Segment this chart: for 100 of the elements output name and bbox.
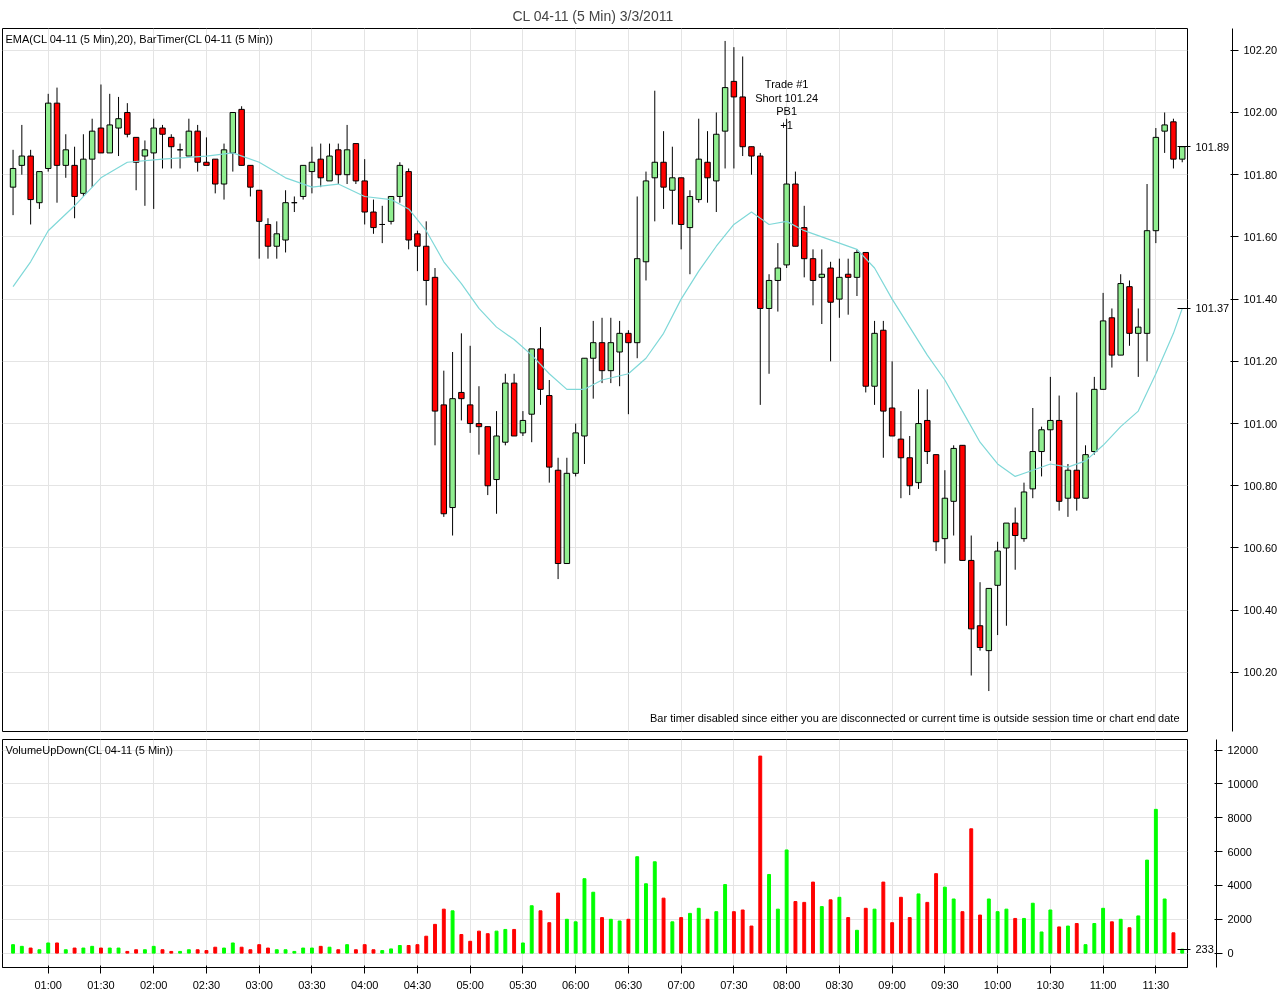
candlestick <box>466 345 474 434</box>
bar <box>679 917 684 954</box>
x-tick-label: 02:00 <box>139 978 168 991</box>
bar <box>793 901 798 954</box>
y-tick-label: 12000 <box>1227 744 1259 757</box>
bar <box>881 881 886 954</box>
y-tick-label: 101.20 <box>1243 355 1278 368</box>
candlestick <box>590 320 597 400</box>
bar <box>11 944 15 954</box>
bar <box>556 892 561 954</box>
bar <box>283 949 288 954</box>
bar <box>1057 926 1062 954</box>
bar <box>134 949 139 954</box>
bar <box>380 950 385 954</box>
candlestick <box>704 130 711 204</box>
bar <box>863 907 868 954</box>
bar <box>960 911 965 954</box>
bar <box>890 922 895 954</box>
bar <box>591 891 596 954</box>
candlestick <box>818 248 826 325</box>
x-tick-label: 01:00 <box>34 978 62 991</box>
bar <box>441 908 446 954</box>
bar <box>450 910 455 954</box>
candlestick <box>317 143 324 188</box>
bar <box>784 849 789 954</box>
bar <box>204 950 209 954</box>
bar <box>635 856 640 954</box>
bar <box>995 911 1000 954</box>
y-tick-label: 101.80 <box>1243 168 1278 181</box>
candlestick <box>897 410 905 499</box>
bar <box>767 873 772 954</box>
bar <box>81 947 86 954</box>
bar <box>433 923 437 954</box>
y-tick-label: 100.60 <box>1243 541 1278 554</box>
candlestick <box>308 146 316 194</box>
x-tick-label: 06:30 <box>614 978 643 991</box>
bar <box>512 928 517 954</box>
bar <box>573 921 578 954</box>
candlestick <box>475 385 483 456</box>
candlestick <box>9 149 17 216</box>
bar <box>723 884 728 954</box>
bar <box>248 949 253 954</box>
y-tick-label: 102.20 <box>1243 44 1278 57</box>
bar <box>1004 908 1009 954</box>
bar <box>837 896 842 954</box>
x-tick-label: 09:30 <box>931 978 959 991</box>
bar <box>459 934 464 954</box>
bar <box>855 929 859 954</box>
y-tick-label: 2000 <box>1227 913 1252 926</box>
chart-title: VolumeUpDown(CL 04-11 (5 Min)) <box>5 743 174 756</box>
bar <box>230 942 235 954</box>
bar <box>1039 931 1044 954</box>
y-tick-label: 101.40 <box>1243 293 1278 306</box>
bar <box>46 942 51 954</box>
y-tick-label: 6000 <box>1227 845 1252 858</box>
bar <box>1145 859 1150 954</box>
bar <box>1092 923 1097 954</box>
x-tick-label: 02:30 <box>192 978 221 991</box>
bar <box>731 911 736 954</box>
x-tick-label: 11:00 <box>1089 978 1117 991</box>
y-tick-label: 100.80 <box>1243 479 1278 492</box>
x-tick-label: 10:30 <box>1036 978 1065 991</box>
x-tick-label: 03:00 <box>245 978 273 991</box>
candlestick <box>844 258 852 316</box>
annotation: 101.37 <box>1195 302 1230 315</box>
bar <box>661 897 666 954</box>
bar <box>740 909 745 954</box>
candlestick <box>669 146 676 225</box>
bar <box>503 928 508 954</box>
candlestick <box>168 133 175 169</box>
bar <box>362 944 367 954</box>
bar <box>1022 917 1026 954</box>
bar <box>1048 909 1053 954</box>
x-tick-label: 09:00 <box>878 978 906 991</box>
candlestick <box>1011 507 1019 571</box>
bar <box>257 944 262 954</box>
bar <box>353 949 358 954</box>
bar <box>1153 808 1158 954</box>
bar <box>406 945 411 954</box>
bar <box>142 949 147 954</box>
bar <box>239 946 244 954</box>
bar <box>415 944 420 954</box>
bar <box>274 949 279 954</box>
bar <box>819 906 824 954</box>
bar <box>934 873 939 954</box>
bar <box>1171 932 1176 954</box>
candlestick <box>414 230 421 272</box>
bar <box>547 922 552 954</box>
bar <box>811 881 815 954</box>
annotation: Bar timer disabled since either you are disconnected or current time is outside session time or chart end date <box>650 711 1180 724</box>
bar <box>600 917 604 954</box>
bar <box>1013 917 1018 954</box>
bar <box>116 947 121 954</box>
bar <box>626 918 631 954</box>
bar <box>1109 921 1114 954</box>
bar <box>828 899 833 954</box>
bar <box>802 901 807 954</box>
y-tick-label: 100.40 <box>1243 604 1278 617</box>
x-tick-label: 03:30 <box>298 978 326 991</box>
bar <box>644 883 648 954</box>
